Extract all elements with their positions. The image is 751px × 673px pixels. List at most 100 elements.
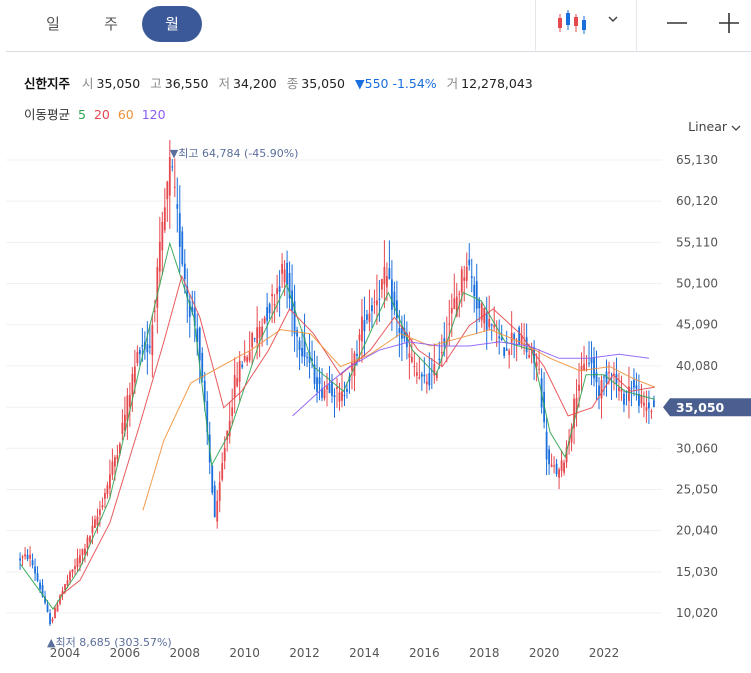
candle-body xyxy=(363,320,366,332)
candle-body xyxy=(206,400,209,433)
candle-body xyxy=(301,347,303,357)
candle-body xyxy=(373,301,376,303)
candle-body xyxy=(381,279,383,290)
ma-line-60 xyxy=(142,329,656,511)
candle-body xyxy=(628,386,630,402)
candle-body xyxy=(176,204,179,209)
candle-body xyxy=(488,319,491,328)
candle-body xyxy=(121,422,124,434)
candle-body xyxy=(563,462,565,473)
candle-body xyxy=(69,571,71,581)
y-tick-label: 65,130 xyxy=(676,153,718,167)
toolbar-divider xyxy=(535,0,536,51)
candle-body xyxy=(183,263,186,280)
candle-body xyxy=(333,395,336,398)
period-toolbar: 일 주 월 xyxy=(0,0,751,51)
candle-body xyxy=(101,505,104,508)
candle-body xyxy=(425,381,428,385)
candle-body xyxy=(473,284,476,297)
candle-body xyxy=(430,370,433,372)
candle-body xyxy=(633,379,635,388)
candle-body xyxy=(386,276,388,288)
candle-body xyxy=(468,259,471,266)
candle-body xyxy=(233,375,236,398)
candle-body xyxy=(84,548,86,555)
candle-body xyxy=(91,525,94,533)
candle-body xyxy=(181,231,184,265)
candle-body xyxy=(156,267,159,308)
candle-body xyxy=(223,447,226,462)
scale-selector[interactable]: Linear xyxy=(688,119,741,134)
candle-body xyxy=(580,365,583,372)
y-tick-label: 30,060 xyxy=(676,441,718,455)
candle-body xyxy=(186,286,189,298)
candle-body xyxy=(74,566,76,570)
candle-body xyxy=(450,307,453,314)
close-label: 종 xyxy=(286,76,299,91)
candle-body xyxy=(238,360,241,382)
zoom-in-button[interactable] xyxy=(716,8,742,38)
moving-average-lines xyxy=(19,241,656,610)
chart-type-selector[interactable] xyxy=(556,8,626,38)
candle-body xyxy=(104,492,106,499)
candle-body xyxy=(59,597,61,604)
candle-body xyxy=(565,447,568,463)
candle-body xyxy=(276,288,279,295)
candle-body xyxy=(603,376,605,378)
candle-body xyxy=(538,368,541,370)
candle-body xyxy=(228,420,231,437)
tab-monthly[interactable]: 월 xyxy=(142,6,202,42)
candle-body xyxy=(393,291,396,308)
candle-body xyxy=(485,312,488,330)
candle-body xyxy=(390,279,393,310)
candle-body xyxy=(203,380,206,402)
candle-body xyxy=(328,384,331,393)
volume-label: 거 xyxy=(446,76,459,91)
candle-body xyxy=(313,364,316,384)
minus-icon xyxy=(667,22,687,24)
candle-body xyxy=(153,310,156,313)
candle-body xyxy=(413,366,416,368)
candle-body xyxy=(498,336,501,339)
candle-body xyxy=(453,298,456,309)
candle-body xyxy=(146,344,149,353)
candle-body xyxy=(423,374,426,377)
candle-body xyxy=(168,157,171,196)
candle-body xyxy=(505,348,508,351)
candle-body xyxy=(513,333,516,340)
candle-body xyxy=(545,431,548,460)
candle-body xyxy=(173,186,176,188)
ma-line-5 xyxy=(19,241,656,610)
y-tick-label: 45,090 xyxy=(676,318,718,332)
candle-body xyxy=(528,354,531,358)
candle-body xyxy=(418,377,421,379)
candle-body xyxy=(191,306,194,313)
candle-body xyxy=(94,519,96,528)
candle-body xyxy=(288,272,291,299)
candle-body xyxy=(89,535,91,542)
min-annotation: ▲최저 8,685 (303.57%) xyxy=(47,636,172,649)
price-chart[interactable]: 65,13060,12055,11050,10045,09040,08035,0… xyxy=(0,140,751,673)
scale-label: Linear xyxy=(688,119,727,134)
candle-body xyxy=(71,569,74,573)
candle-body xyxy=(618,387,620,392)
change-value: ▼550 -1.54% xyxy=(355,76,437,91)
candle-body xyxy=(638,393,640,406)
candle-body xyxy=(221,463,224,480)
candle-body xyxy=(595,372,598,383)
candle-body xyxy=(650,410,653,412)
tab-daily[interactable]: 일 xyxy=(46,15,60,33)
zoom-out-button[interactable] xyxy=(664,8,690,38)
candle-body xyxy=(438,358,441,361)
annotations: 35,050 ▼최고 64,784 (-45.90%) ▲최저 8,685 (303… xyxy=(47,147,751,649)
candle-body xyxy=(251,333,254,348)
candle-body xyxy=(570,428,573,443)
moving-average-legend[interactable]: 이동평균 5 20 60 120 xyxy=(24,104,170,123)
candle-body xyxy=(548,449,551,465)
tab-weekly[interactable]: 주 xyxy=(104,15,118,33)
candle-body xyxy=(338,392,341,402)
candle-body xyxy=(458,293,461,295)
candle-body xyxy=(34,566,36,574)
candle-body xyxy=(243,355,246,361)
candle-body xyxy=(550,464,553,467)
